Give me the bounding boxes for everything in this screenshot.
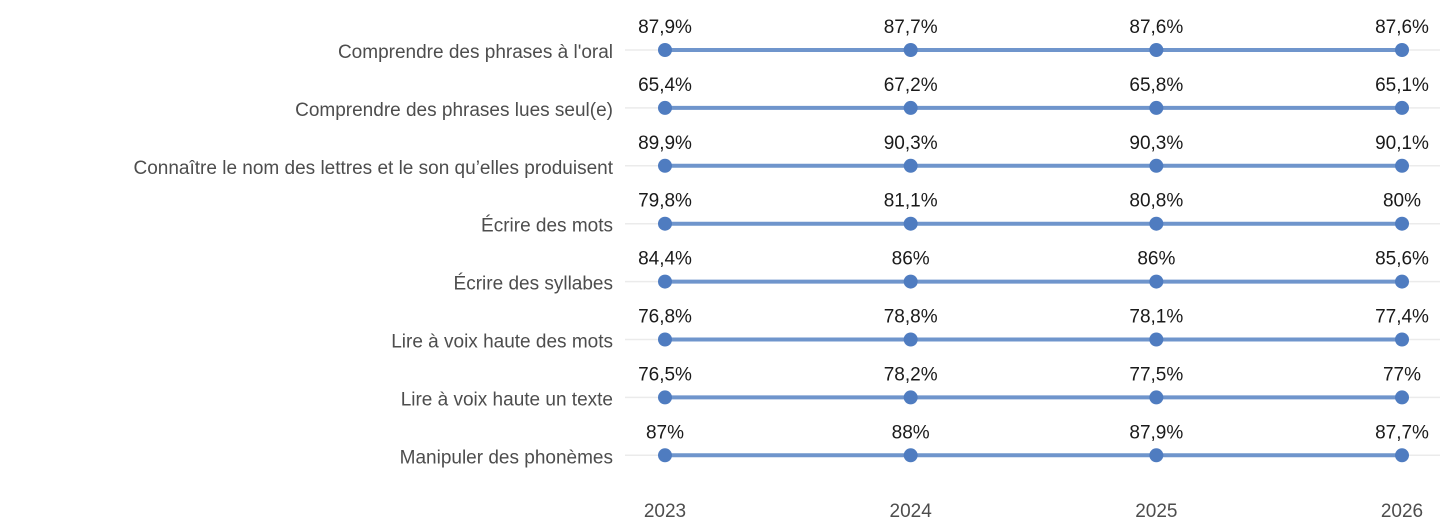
y-tick-label: Manipuler des phonèmes [400, 447, 613, 468]
data-label: 87,9% [1129, 422, 1183, 443]
data-point [1395, 274, 1409, 289]
data-point [1395, 216, 1409, 231]
data-label: 90,3% [1129, 133, 1183, 154]
data-point [903, 390, 918, 405]
data-point [1149, 158, 1164, 173]
y-tick-label: Lire à voix haute des mots [391, 332, 613, 353]
data-point [1395, 158, 1409, 173]
data-label: 77,5% [1129, 364, 1183, 385]
data-point [903, 43, 918, 57]
data-point [1149, 274, 1164, 289]
x-tick-label: 2023 [644, 501, 686, 522]
y-tick-label: Lire à voix haute un texte [401, 389, 613, 410]
y-tick-label: Comprendre des phrases lues seul(e) [295, 100, 613, 121]
data-label: 87,7% [1375, 422, 1429, 443]
data-point [1149, 390, 1164, 405]
data-point [903, 274, 918, 289]
data-label: 80% [1383, 191, 1421, 212]
data-point [1395, 100, 1409, 115]
data-point [1395, 332, 1409, 347]
data-point [658, 332, 672, 347]
data-label: 67,2% [884, 75, 938, 96]
data-point [1149, 216, 1164, 231]
data-label: 87,7% [884, 17, 938, 38]
data-label: 85,6% [1375, 249, 1429, 270]
data-label: 87% [646, 422, 684, 443]
data-label: 86% [892, 249, 930, 270]
data-point [1395, 43, 1409, 57]
data-label: 87,9% [638, 17, 692, 38]
data-label: 87,6% [1129, 17, 1183, 38]
data-label: 65,4% [638, 75, 692, 96]
data-point [903, 216, 918, 231]
data-label: 65,8% [1129, 75, 1183, 96]
data-point [903, 448, 918, 463]
data-label: 80,8% [1129, 191, 1183, 212]
y-tick-label: Comprendre des phrases à l'oral [338, 42, 613, 63]
data-label: 87,6% [1375, 17, 1429, 38]
x-tick-label: 2025 [1135, 501, 1177, 522]
y-tick-label: Connaître le nom des lettres et le son q… [134, 158, 614, 179]
data-label: 79,8% [638, 191, 692, 212]
data-label: 76,8% [638, 307, 692, 328]
data-label: 77,4% [1375, 307, 1429, 328]
data-label: 90,3% [884, 133, 938, 154]
data-point [658, 448, 672, 463]
y-tick-label: Écrire des syllabes [454, 274, 613, 295]
data-point [1395, 390, 1409, 405]
data-point [1149, 448, 1164, 463]
x-tick-label: 2024 [890, 501, 933, 522]
x-tick-label: 2026 [1381, 501, 1423, 522]
data-point [658, 100, 672, 115]
data-label: 65,1% [1375, 75, 1429, 96]
data-label: 88% [892, 422, 930, 443]
data-point [903, 158, 918, 173]
data-point [1149, 43, 1164, 57]
data-point [1149, 100, 1164, 115]
data-label: 81,1% [884, 191, 938, 212]
data-point [1149, 332, 1164, 347]
data-point [903, 100, 918, 115]
y-tick-label: Écrire des mots [481, 216, 613, 237]
data-label: 84,4% [638, 249, 692, 270]
data-label: 78,8% [884, 307, 938, 328]
data-label: 90,1% [1375, 133, 1429, 154]
data-point [658, 43, 672, 57]
data-label: 89,9% [638, 133, 692, 154]
data-point [1395, 448, 1409, 463]
data-point [658, 274, 672, 289]
data-point [903, 332, 918, 347]
data-label: 78,1% [1129, 307, 1183, 328]
data-label: 86% [1137, 249, 1175, 270]
data-point [658, 216, 672, 231]
data-point [658, 390, 672, 405]
data-point [658, 158, 672, 173]
data-label: 77% [1383, 364, 1421, 385]
data-label: 78,2% [884, 364, 938, 385]
data-label: 76,5% [638, 364, 692, 385]
